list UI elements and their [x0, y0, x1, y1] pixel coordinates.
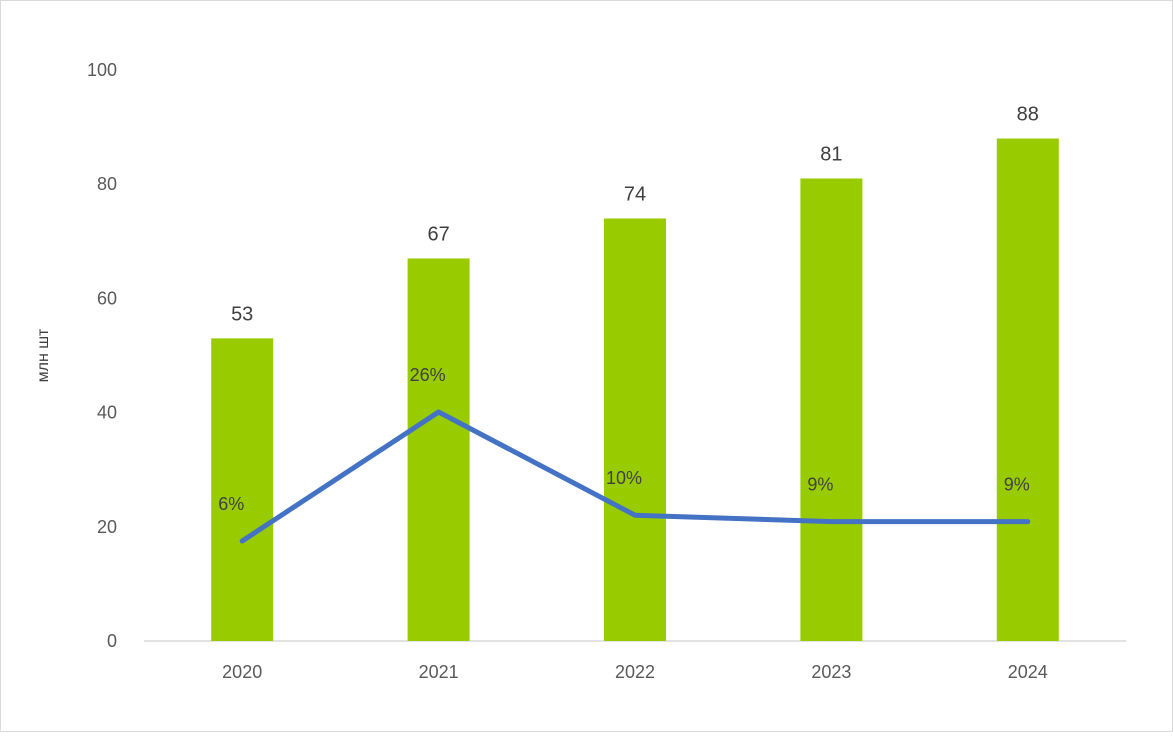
line-value-label: 26% [410, 365, 446, 385]
line-data-labels: 6% 26% 10% 9% 9% [218, 365, 1030, 514]
line-value-label: 9% [807, 475, 833, 495]
bar-value-label: 74 [624, 183, 646, 205]
y-tick-label: 60 [97, 288, 117, 308]
bar [407, 258, 470, 641]
bar-value-label: 81 [820, 143, 842, 165]
bar-data-labels: 53 67 74 81 88 [231, 104, 1039, 326]
y-tick-label: 0 [107, 631, 117, 651]
y-tick-label: 40 [97, 403, 117, 423]
bar [604, 218, 666, 641]
bar [211, 338, 274, 641]
line-value-label: 10% [606, 468, 642, 488]
x-tick-label: 2022 [615, 662, 655, 682]
growth-line [239, 409, 1031, 544]
x-tick-label: 2021 [419, 662, 459, 682]
bar-value-label: 53 [231, 303, 253, 325]
bar-value-label: 88 [1017, 104, 1039, 126]
y-axis-title: млн шт [35, 328, 52, 382]
y-tick-label: 100 [87, 60, 117, 80]
x-tick-label: 2024 [1008, 662, 1048, 682]
bar [996, 138, 1059, 641]
bar-value-label: 67 [427, 223, 449, 245]
x-axis-ticks: 2020 2021 2022 2023 2024 [222, 662, 1048, 682]
line-value-label: 6% [218, 494, 244, 514]
x-tick-label: 2020 [222, 662, 262, 682]
x-tick-label: 2023 [811, 662, 851, 682]
line-value-label: 9% [1004, 475, 1030, 495]
bar [800, 178, 863, 642]
bar-series [211, 138, 1059, 642]
y-tick-label: 80 [97, 174, 117, 194]
y-axis-ticks: 0 20 40 60 80 100 [87, 60, 117, 651]
y-tick-label: 20 [97, 517, 117, 537]
